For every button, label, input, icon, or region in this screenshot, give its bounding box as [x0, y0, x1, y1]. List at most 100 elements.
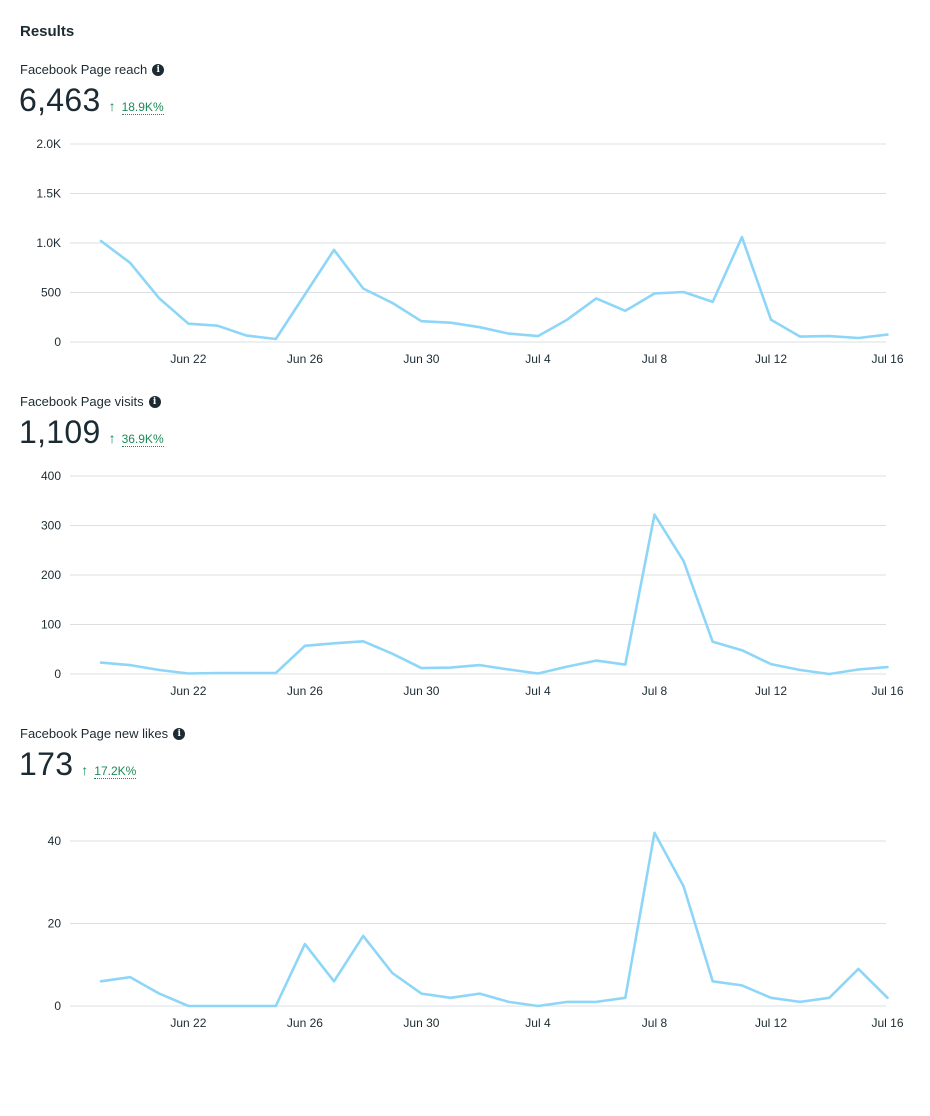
- data-point[interactable]: [593, 999, 599, 1005]
- data-point[interactable]: [826, 671, 832, 677]
- x-tick-label: Jun 22: [170, 1016, 206, 1030]
- data-point[interactable]: [622, 308, 628, 314]
- data-point[interactable]: [768, 661, 774, 667]
- data-point[interactable]: [477, 662, 483, 668]
- data-point[interactable]: [448, 665, 454, 671]
- series-line[interactable]: [99, 235, 889, 341]
- data-point[interactable]: [797, 334, 803, 340]
- data-point[interactable]: [681, 883, 687, 889]
- x-tick-label: Jun 30: [403, 1016, 439, 1030]
- data-point[interactable]: [506, 999, 512, 1005]
- data-point[interactable]: [418, 991, 424, 997]
- data-point[interactable]: [302, 941, 308, 947]
- data-point[interactable]: [273, 1003, 279, 1009]
- data-point[interactable]: [506, 667, 512, 673]
- data-point[interactable]: [273, 336, 279, 342]
- data-point[interactable]: [855, 966, 861, 972]
- data-point[interactable]: [622, 662, 628, 668]
- data-point[interactable]: [360, 638, 366, 644]
- data-point[interactable]: [98, 238, 104, 244]
- data-point[interactable]: [506, 331, 512, 337]
- info-icon[interactable]: i: [152, 63, 165, 76]
- data-point[interactable]: [885, 664, 891, 670]
- data-point[interactable]: [389, 970, 395, 976]
- data-point[interactable]: [768, 995, 774, 1001]
- data-point[interactable]: [389, 300, 395, 306]
- data-point[interactable]: [535, 671, 541, 677]
- data-point[interactable]: [739, 234, 745, 240]
- data-point[interactable]: [535, 1003, 541, 1009]
- data-point[interactable]: [331, 640, 337, 646]
- data-point[interactable]: [651, 830, 657, 836]
- data-point[interactable]: [739, 982, 745, 988]
- visits-trend-change[interactable]: 36.9K%: [121, 432, 164, 447]
- data-point[interactable]: [710, 978, 716, 984]
- data-point[interactable]: [651, 512, 657, 518]
- data-point[interactable]: [331, 247, 337, 253]
- data-point[interactable]: [477, 991, 483, 997]
- data-point[interactable]: [448, 320, 454, 326]
- data-point[interactable]: [564, 664, 570, 670]
- reach-line-chart: 0 500 1.0K 1.5K 2.0K Jun 22 Jun 26 Jun 30 Jul 4 J…: [36, 137, 904, 366]
- data-point[interactable]: [127, 662, 133, 668]
- data-point[interactable]: [331, 978, 337, 984]
- data-point[interactable]: [185, 1003, 191, 1009]
- data-point[interactable]: [477, 324, 483, 330]
- data-point[interactable]: [681, 558, 687, 564]
- data-point[interactable]: [302, 291, 308, 297]
- data-point[interactable]: [651, 290, 657, 296]
- data-point[interactable]: [98, 978, 104, 984]
- data-point[interactable]: [244, 670, 250, 676]
- info-icon[interactable]: i: [173, 727, 186, 740]
- data-point[interactable]: [593, 295, 599, 301]
- data-point[interactable]: [185, 321, 191, 327]
- data-point[interactable]: [593, 658, 599, 664]
- data-point[interactable]: [826, 333, 832, 339]
- data-point[interactable]: [826, 995, 832, 1001]
- x-tick-label: Jul 16: [871, 684, 903, 698]
- data-point[interactable]: [127, 260, 133, 266]
- data-point[interactable]: [215, 670, 221, 676]
- data-point[interactable]: [564, 999, 570, 1005]
- data-point[interactable]: [622, 995, 628, 1001]
- data-point[interactable]: [244, 1003, 250, 1009]
- data-point[interactable]: [215, 1003, 221, 1009]
- data-point[interactable]: [797, 999, 803, 1005]
- data-point[interactable]: [127, 974, 133, 980]
- data-point[interactable]: [418, 318, 424, 324]
- info-icon[interactable]: i: [148, 395, 161, 408]
- data-point[interactable]: [98, 660, 104, 666]
- data-point[interactable]: [710, 299, 716, 305]
- data-point[interactable]: [244, 333, 250, 339]
- likes-trend-change[interactable]: 17.2K%: [94, 764, 137, 779]
- series-line[interactable]: [99, 513, 889, 676]
- data-point[interactable]: [855, 667, 861, 673]
- reach-trend-change[interactable]: 18.9K%: [121, 100, 164, 115]
- data-point[interactable]: [855, 335, 861, 341]
- data-point[interactable]: [885, 332, 891, 338]
- data-point[interactable]: [215, 323, 221, 329]
- data-point[interactable]: [273, 670, 279, 676]
- data-point[interactable]: [185, 671, 191, 677]
- data-point[interactable]: [885, 995, 891, 1001]
- data-point[interactable]: [389, 651, 395, 657]
- data-point[interactable]: [448, 995, 454, 1001]
- data-point[interactable]: [739, 647, 745, 653]
- data-point[interactable]: [710, 639, 716, 645]
- data-point[interactable]: [681, 289, 687, 295]
- data-point[interactable]: [156, 295, 162, 301]
- data-point[interactable]: [418, 665, 424, 671]
- data-point[interactable]: [797, 667, 803, 673]
- data-point[interactable]: [768, 317, 774, 323]
- y-tick-label: 1.0K: [36, 236, 61, 250]
- series-line[interactable]: [99, 831, 889, 1008]
- data-point[interactable]: [360, 933, 366, 939]
- data-point[interactable]: [360, 286, 366, 292]
- data-point[interactable]: [302, 643, 308, 649]
- data-point[interactable]: [535, 333, 541, 339]
- data-point[interactable]: [564, 317, 570, 323]
- x-tick-label: Jul 16: [871, 352, 903, 366]
- results-title: Results: [20, 23, 75, 40]
- data-point[interactable]: [156, 667, 162, 673]
- data-point[interactable]: [156, 991, 162, 997]
